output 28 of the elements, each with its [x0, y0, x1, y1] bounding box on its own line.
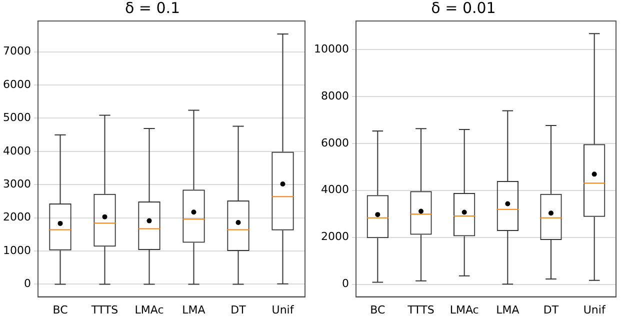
x-tick-label: TTTS [90, 303, 118, 316]
x-tick-label: LMA [182, 303, 206, 316]
y-tick-label: 2000 [320, 230, 349, 244]
y-tick-label: 1000 [2, 244, 31, 257]
y-tick-label: 7000 [2, 44, 31, 58]
chart-title: δ = 0.1 [124, 0, 180, 17]
x-tick-label: DT [543, 303, 559, 316]
x-tick-label: TTTS [406, 303, 434, 316]
x-tick-label: BC [52, 303, 68, 316]
x-tick-label: DT [230, 303, 246, 316]
y-tick-label: 10000 [314, 42, 349, 56]
x-tick-label: Unif [272, 303, 295, 316]
x-tick-label: BC [370, 303, 386, 316]
y-tick-label: 0 [342, 277, 349, 290]
y-tick-label: 5000 [2, 111, 31, 124]
y-tick-label: 4000 [2, 144, 31, 158]
x-tick-label: LMAc [450, 303, 479, 316]
y-tick-label: 8000 [320, 89, 349, 102]
chart-title: δ = 0.01 [431, 0, 496, 17]
x-tick-label: LMA [496, 303, 520, 316]
y-tick-label: 6000 [320, 136, 349, 150]
y-tick-label: 4000 [320, 183, 349, 196]
x-tick-label: Unif [583, 303, 606, 316]
x-tick-label: LMAc [134, 303, 164, 316]
y-tick-label: 6000 [2, 78, 31, 91]
y-tick-label: 3000 [2, 177, 31, 190]
y-tick-label: 2000 [2, 210, 31, 224]
y-tick-label: 0 [24, 277, 31, 290]
